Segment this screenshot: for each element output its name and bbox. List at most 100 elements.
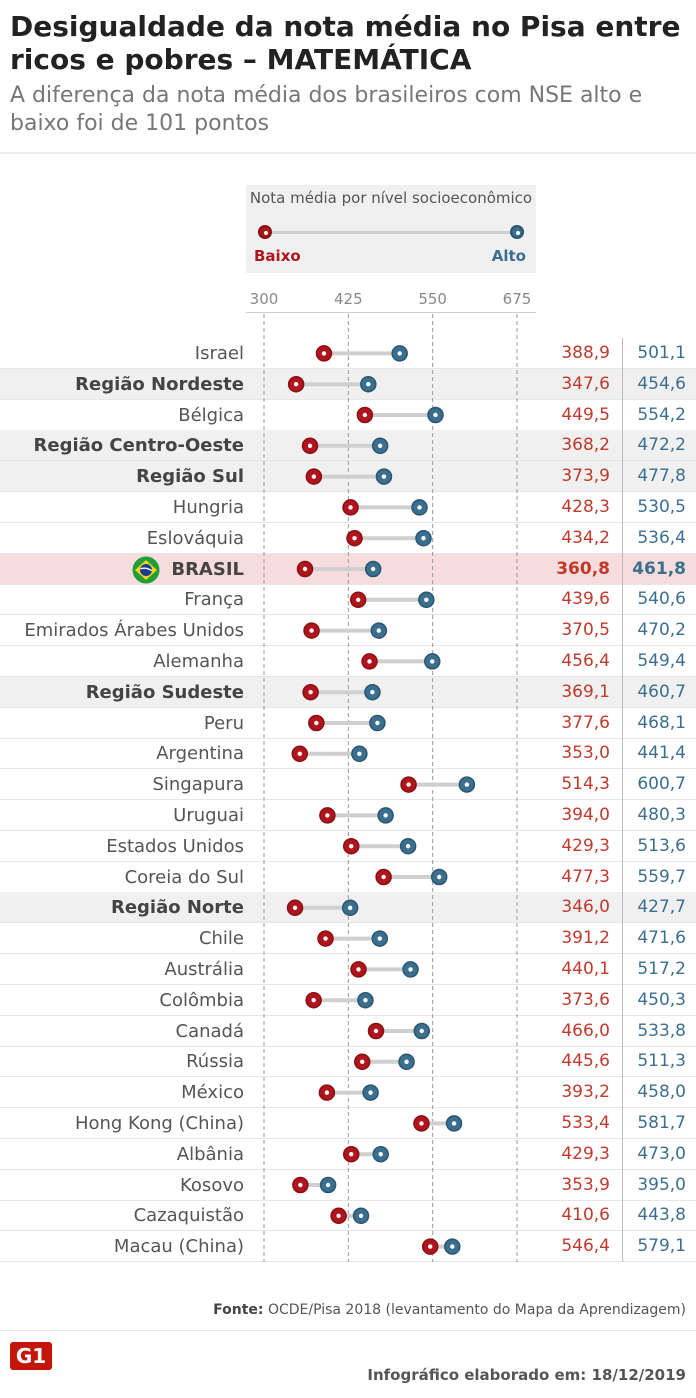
legend-low-label: Baixo: [254, 247, 301, 265]
table-row: Coreia do Sul 477,3 559,7: [0, 862, 696, 893]
row-label: Região Norte: [110, 897, 244, 919]
row-label: Canadá: [175, 1020, 245, 1042]
table-row: Albânia 429,3 473,0: [0, 1139, 696, 1170]
value-high-label: 513,6: [637, 835, 686, 856]
value-high-label: 472,2: [637, 435, 686, 456]
value-high-label: 559,7: [637, 866, 686, 887]
value-low-label: 388,9: [561, 343, 610, 363]
table-row: Região Centro-Oeste 368,2 472,2: [0, 430, 696, 462]
table-row: Kosovo 353,9 395,0: [0, 1170, 696, 1201]
legend: Nota média por nível socioeconômico Baix…: [246, 185, 536, 273]
value-high-label: 427,7: [637, 897, 686, 918]
legend-low-dot: [258, 225, 272, 239]
value-high-label: 460,7: [637, 681, 686, 702]
row-label: Eslováquia: [146, 527, 244, 549]
value-low-label: 440,1: [561, 959, 610, 979]
row-label: Argentina: [156, 743, 244, 765]
row-label: BRASIL: [171, 558, 244, 580]
row-label: Kosovo: [180, 1174, 244, 1196]
value-low-label: 373,9: [561, 466, 610, 487]
table-row: México 393,2 458,0: [0, 1077, 696, 1109]
brazil-flag-icon: [132, 556, 160, 584]
value-high-label: 540,6: [637, 589, 686, 610]
value-high-label: 549,4: [637, 651, 686, 671]
x-tick-label-675: 675: [502, 290, 532, 308]
value-low-label: 546,4: [561, 1236, 610, 1257]
credit-note: Infográfico elaborado em: 18/12/2019: [367, 1366, 686, 1384]
value-high-label: 470,2: [637, 620, 686, 641]
table-row: Canadá 466,0 533,8: [0, 1016, 696, 1047]
x-tick-label-300: 300: [249, 290, 279, 308]
value-low-label: 373,6: [561, 989, 610, 1010]
table-row: Colômbia 373,6 450,3: [0, 985, 696, 1016]
row-label: Peru: [203, 712, 244, 734]
value-low-label: 393,2: [561, 1082, 610, 1103]
value-low-label: 410,6: [561, 1205, 610, 1226]
legend-line: [264, 231, 518, 234]
row-label: Emirados Árabes Unidos: [24, 620, 244, 642]
row-label: Cazaquistão: [133, 1205, 244, 1227]
table-row: Rússia 445,6 511,3: [0, 1046, 696, 1078]
row-label: Macau (China): [113, 1236, 244, 1258]
value-high-label: 473,0: [637, 1143, 686, 1164]
table-row: Eslováquia 434,2 536,4: [0, 523, 696, 554]
value-high-label: 536,4: [637, 527, 686, 548]
value-low-label: 429,3: [561, 1143, 610, 1164]
header-divider: [0, 152, 696, 154]
chart-title: Desigualdade da nota média no Pisa entre…: [10, 10, 681, 76]
value-low-label: 514,3: [561, 774, 610, 795]
x-tick-label-550: 550: [418, 290, 447, 308]
x-tick-label-425: 425: [334, 290, 363, 308]
value-high-label: 450,3: [637, 989, 686, 1010]
value-high-label: 477,8: [637, 466, 686, 487]
legend-title: Nota média por nível socioeconômico: [249, 189, 533, 207]
row-label: Austrália: [164, 959, 244, 980]
value-low-label: 428,3: [561, 497, 610, 517]
table-row: Chile 391,2 471,6: [0, 923, 696, 955]
value-low-label: 346,0: [561, 897, 610, 918]
row-label: Chile: [198, 928, 244, 950]
table-row: Cazaquistão 410,6 443,8: [0, 1200, 696, 1232]
value-low-label: 445,6: [561, 1051, 610, 1072]
value-high-label: 501,1: [637, 343, 686, 363]
value-high-label: 579,1: [637, 1236, 686, 1257]
value-low-label: 429,3: [561, 835, 610, 856]
value-low-label: 353,0: [561, 743, 610, 764]
value-high-label: 441,4: [637, 743, 686, 764]
value-low-label: 439,6: [561, 589, 610, 610]
row-label: Israel: [194, 343, 244, 364]
table-row: Bélgica 449,5 554,2: [0, 400, 696, 431]
value-low-label: 394,0: [561, 805, 610, 825]
footer-divider: [0, 1330, 696, 1331]
table-row: Alemanha 456,4 549,4: [0, 646, 696, 677]
row-label: Região Sudeste: [85, 681, 244, 703]
value-high-label: 458,0: [637, 1082, 686, 1103]
table-row: Emirados Árabes Unidos 370,5 470,2: [0, 615, 696, 647]
chart-subtitle: A diferença da nota média dos brasileiro…: [10, 83, 643, 136]
value-high-label: 581,7: [637, 1113, 686, 1133]
row-label: Hungria: [172, 497, 244, 518]
table-row: Singapura 514,3 600,7: [0, 769, 696, 801]
value-low-label: 456,4: [561, 651, 610, 671]
value-low-label: 434,2: [561, 527, 610, 548]
value-high-label: 443,8: [637, 1205, 686, 1226]
row-label: Estados Unidos: [106, 835, 244, 857]
row-label: Singapura: [152, 774, 244, 796]
value-high-label: 600,7: [637, 774, 686, 795]
value-high-label: 530,5: [637, 497, 686, 517]
table-row: Estados Unidos 429,3 513,6: [0, 831, 696, 862]
row-label: Hong Kong (China): [74, 1113, 244, 1134]
value-high-label: 480,3: [637, 805, 686, 825]
table-row: Uruguai 394,0 480,3: [0, 800, 696, 831]
value-high-label: 471,6: [637, 928, 686, 949]
row-label: Bélgica: [178, 404, 244, 426]
row-label: Região Centro-Oeste: [33, 435, 245, 457]
source-note: Fonte: OCDE/Pisa 2018 (levantamento do M…: [0, 1302, 686, 1318]
row-label: Região Sul: [136, 466, 244, 488]
table-row: Região Nordeste 347,6 454,6: [0, 368, 696, 400]
values-separator: [622, 338, 623, 1262]
table-row: Região Sul 373,9 477,8: [0, 461, 696, 493]
value-high-label: 395,0: [637, 1174, 686, 1195]
row-label: Albânia: [176, 1143, 244, 1165]
row-label: Uruguai: [173, 805, 244, 826]
